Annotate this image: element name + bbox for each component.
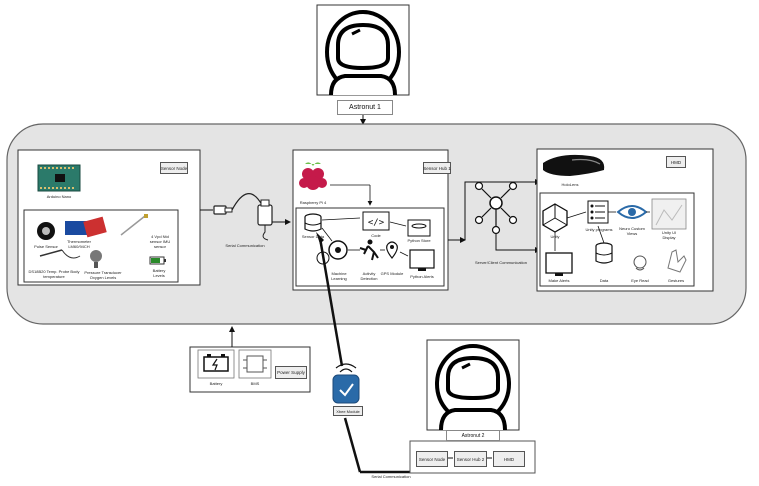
sensor-hub-title: Sensor Hub 1	[423, 162, 451, 174]
activity-running-icon	[359, 239, 379, 261]
unity-programs-list-icon	[587, 200, 609, 224]
svg-text:</>: </>	[368, 218, 385, 228]
unity-logo-icon	[542, 203, 568, 233]
python-store-icon	[407, 219, 431, 237]
pulse-sensor-label: Pulse Sensor	[34, 244, 58, 249]
sensor-node-title: Sensor Node	[160, 162, 188, 174]
unity-programs-label: Unity programs	[585, 227, 613, 232]
usb-cable-icon	[213, 193, 273, 241]
make-alerts-monitor-icon	[545, 252, 573, 276]
code-icon: </>	[362, 211, 390, 231]
hmd-data-db-icon	[595, 242, 613, 264]
power-supply-title: Power Supply	[275, 366, 307, 379]
bottom-sensor-node: Sensor Node	[416, 451, 448, 467]
eye-read-icon	[633, 255, 647, 271]
bms-label: BMS	[250, 381, 260, 386]
pressure-transducer-icon	[90, 250, 102, 262]
arduino-label: Arduino Nano	[46, 194, 72, 199]
temp-probe-label: DS18B20 Temp. Probe Body temperature	[28, 269, 80, 279]
xbee-module-icon	[332, 363, 360, 404]
sensor-node-box	[17, 149, 201, 286]
temp-probe-icon	[39, 249, 63, 257]
gestures-label: Gestures	[667, 278, 685, 283]
network-hub-icon	[474, 181, 518, 235]
bottom-serial-label: Serial Communication	[371, 474, 411, 479]
python-alerts-label: Python Alerts	[410, 274, 434, 279]
imu-sensor-icon	[120, 215, 146, 236]
ui-display-label: Unity UI Display	[661, 230, 677, 240]
thermometer-board-icon	[65, 221, 87, 235]
raspberry-pi-label: Raspberry Pi 4	[299, 200, 327, 205]
astronaut-bottom-label: Astronut 2	[446, 430, 500, 441]
astronaut-top-icon	[316, 4, 410, 96]
activity-label: Activity Detection	[360, 271, 378, 281]
astronaut-top-label: Astronut 1	[337, 100, 393, 115]
thermometer-label: Thermometer LM60/94CH	[66, 239, 91, 249]
data-label: Data	[599, 278, 609, 283]
eye-read-label: Eye Read	[631, 278, 649, 283]
raspberry-pi-icon	[299, 162, 327, 190]
python-alerts-monitor-icon	[409, 249, 435, 271]
gestures-hand-icon	[667, 249, 687, 273]
code-label: Code	[371, 233, 381, 238]
gps-pin-icon	[386, 241, 398, 259]
bottom-sensor-hub: Sensor Hub 2	[454, 451, 487, 467]
sensor-data-db-icon	[304, 213, 322, 232]
sensor-data-label: Sensor Data	[301, 234, 325, 239]
bottom-hmd: HMD	[493, 451, 525, 467]
hololens-headset-icon	[543, 154, 605, 176]
make-alerts-label: Make Alerts	[548, 278, 570, 283]
eye-view-icon	[616, 205, 648, 219]
xbee-label: Xbee Module	[333, 406, 363, 416]
hmd-title: HMD	[666, 156, 686, 168]
imu-label: 4 Vpd Ntd sensor IMU sensor	[149, 234, 171, 249]
gps-label: GPS Module	[380, 271, 404, 276]
pressure-label: Pressure Transducer Oxygen Levels	[84, 270, 122, 280]
astronaut-bottom-icon	[426, 339, 520, 431]
serial-comm-label: Serial Communication	[225, 243, 265, 248]
ui-display-image-icon	[651, 198, 687, 230]
python-store-label: Python Store	[407, 238, 431, 243]
battery-label: Battery	[209, 381, 223, 386]
network-comm-label: Server/Client Communication	[474, 260, 528, 265]
bms-circuit-icon	[243, 355, 267, 373]
arduino-board-icon	[37, 164, 81, 192]
neuro-views-label: Neuro Custom Views	[619, 226, 645, 236]
battery-icon	[203, 354, 229, 372]
battery-level-label: Battery Levels	[152, 268, 166, 278]
machine-learning-label: Machine Learning	[331, 271, 347, 281]
hmd-box	[536, 148, 714, 292]
hololens-label: HoloLens	[561, 182, 579, 187]
unity-label: Unity	[550, 234, 560, 239]
